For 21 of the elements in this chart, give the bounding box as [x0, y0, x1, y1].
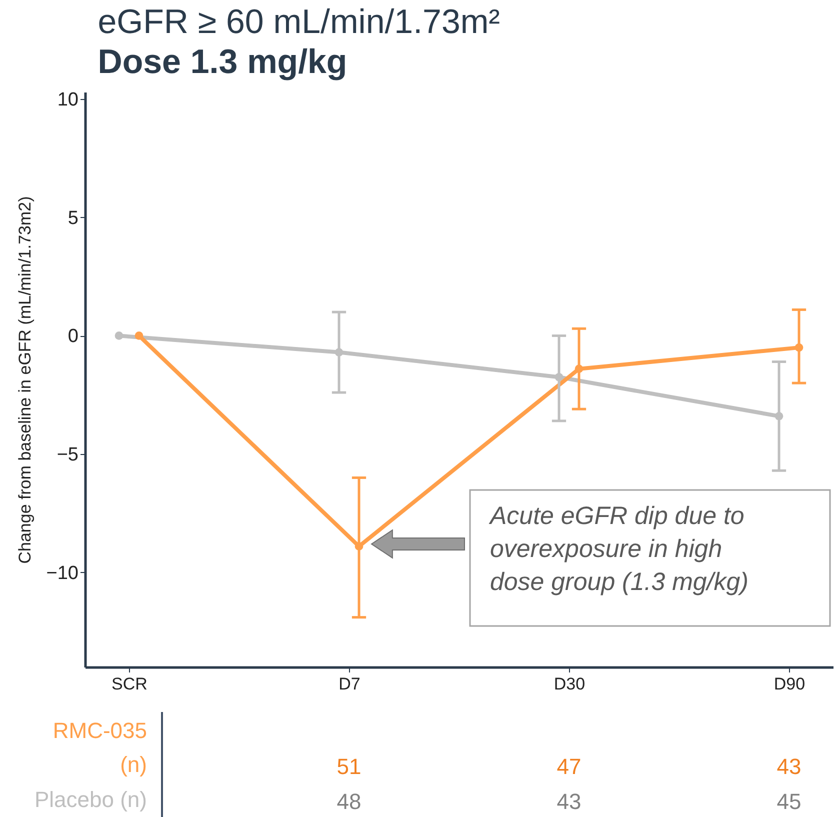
text: 48	[336, 789, 362, 814]
y-tick-label: −10	[46, 562, 78, 584]
y-axis-title: Change from baseline in eGFR (mL/min/1.73m2)	[15, 196, 34, 564]
annotation: Acute eGFR dip due to overexposure in high dose group (1.3 mg/kg)	[488, 502, 748, 596]
y-tick-label: 5	[68, 208, 78, 229]
x-tick-label: D30	[554, 674, 586, 694]
chart-subtitle: Dose 1.3 mg/kg	[98, 43, 348, 82]
y-tick-label: 0	[68, 326, 78, 348]
text: 43	[776, 754, 802, 779]
y-tick-label: 10	[57, 90, 78, 111]
text: 47	[556, 754, 582, 779]
text: 43	[556, 789, 582, 814]
text: RMC-035 (n)	[52, 718, 147, 777]
x-tick-label: D90	[774, 674, 806, 694]
x-tick-label: D7	[338, 674, 360, 694]
text: 51	[336, 754, 362, 779]
y-tick-label: −5	[56, 444, 78, 466]
chart-title: eGFR ≥ 60 mL/min/1.73m²	[98, 3, 500, 42]
text: 45	[776, 789, 802, 814]
x-tick-label: SCR	[112, 674, 148, 694]
text: Placebo (n)	[34, 787, 147, 812]
